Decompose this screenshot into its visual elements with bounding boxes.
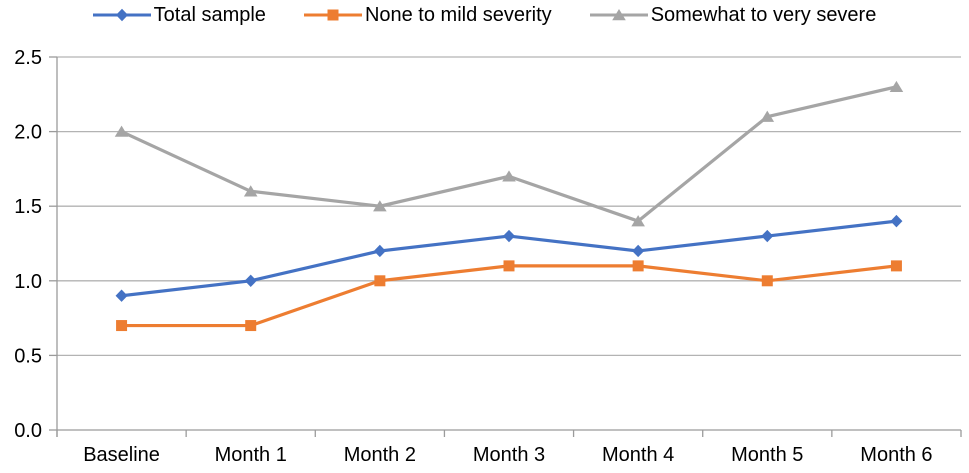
- series-1: [116, 260, 902, 332]
- diamond-marker-icon: [632, 244, 645, 258]
- y-axis-tick-label: 0.5: [14, 345, 42, 367]
- triangle-marker-icon: [611, 9, 626, 21]
- x-axis-category-label: Month 2: [344, 444, 416, 466]
- legend-item-none-to-mild: None to mild severity: [303, 3, 552, 27]
- square-marker-icon: [374, 275, 386, 287]
- y-axis-tick-label: 2.5: [14, 47, 42, 69]
- line-triangle-marker-icon: [589, 9, 648, 21]
- triangle-marker-icon: [502, 170, 516, 182]
- diamond-marker-icon: [761, 229, 774, 243]
- x-axis-category-label: Month 4: [602, 444, 674, 466]
- chart-legend: Total sample None to mild severity Somew…: [0, 0, 969, 30]
- x-axis-category-label: Month 6: [860, 444, 932, 466]
- series-line: [119, 85, 899, 223]
- legend-label: Total sample: [153, 3, 266, 26]
- series-line: [119, 264, 899, 328]
- axes: [49, 56, 962, 437]
- x-axis-category-label: Month 1: [215, 444, 287, 466]
- line-square-marker-icon: [303, 9, 362, 21]
- y-axis-tick-label: 0.0: [14, 420, 42, 442]
- square-marker-icon: [890, 260, 902, 272]
- y-axis-tick-label: 1.5: [14, 196, 42, 218]
- diamond-marker-icon: [115, 289, 128, 302]
- y-axis-tick-label: 1.0: [14, 271, 42, 293]
- square-marker-icon: [632, 260, 644, 272]
- square-marker-icon: [761, 275, 773, 287]
- square-marker-icon: [327, 9, 339, 21]
- diamond-marker-icon: [503, 229, 515, 243]
- triangle-marker-icon: [114, 125, 129, 137]
- triangle-marker-icon: [373, 200, 387, 212]
- legend-label: None to mild severity: [364, 3, 552, 26]
- square-marker-icon: [503, 260, 515, 272]
- x-axis-category-label: Month 3: [473, 444, 545, 466]
- diamond-marker-icon: [890, 214, 903, 228]
- legend-label: Somewhat to very severe: [650, 3, 877, 26]
- legend-item-somewhat-to-severe: Somewhat to very severe: [589, 3, 877, 27]
- square-marker-icon: [245, 320, 257, 332]
- series-2: [114, 80, 904, 227]
- diamond-marker-icon: [373, 244, 386, 258]
- diamond-marker-icon: [115, 8, 128, 22]
- series-0: [115, 214, 903, 302]
- y-axis-tick-label: 2.0: [14, 122, 42, 144]
- x-axis-category-label: Baseline: [83, 444, 160, 466]
- square-marker-icon: [116, 320, 128, 332]
- triangle-marker-icon: [760, 110, 775, 122]
- axis-labels: 0.0 0.5 1.0 1.5 2.0 2.5 Baseline Month 1 Month 2…: [14, 47, 932, 466]
- triangle-marker-icon: [889, 80, 904, 93]
- triangle-marker-icon: [243, 185, 258, 197]
- x-axis-category-label: Month 5: [731, 444, 803, 466]
- diamond-marker-icon: [244, 274, 257, 287]
- legend-item-total-sample: Total sample: [92, 3, 266, 27]
- line-diamond-marker-icon: [92, 8, 151, 22]
- triangle-marker-icon: [631, 215, 645, 227]
- gridlines: [57, 56, 961, 431]
